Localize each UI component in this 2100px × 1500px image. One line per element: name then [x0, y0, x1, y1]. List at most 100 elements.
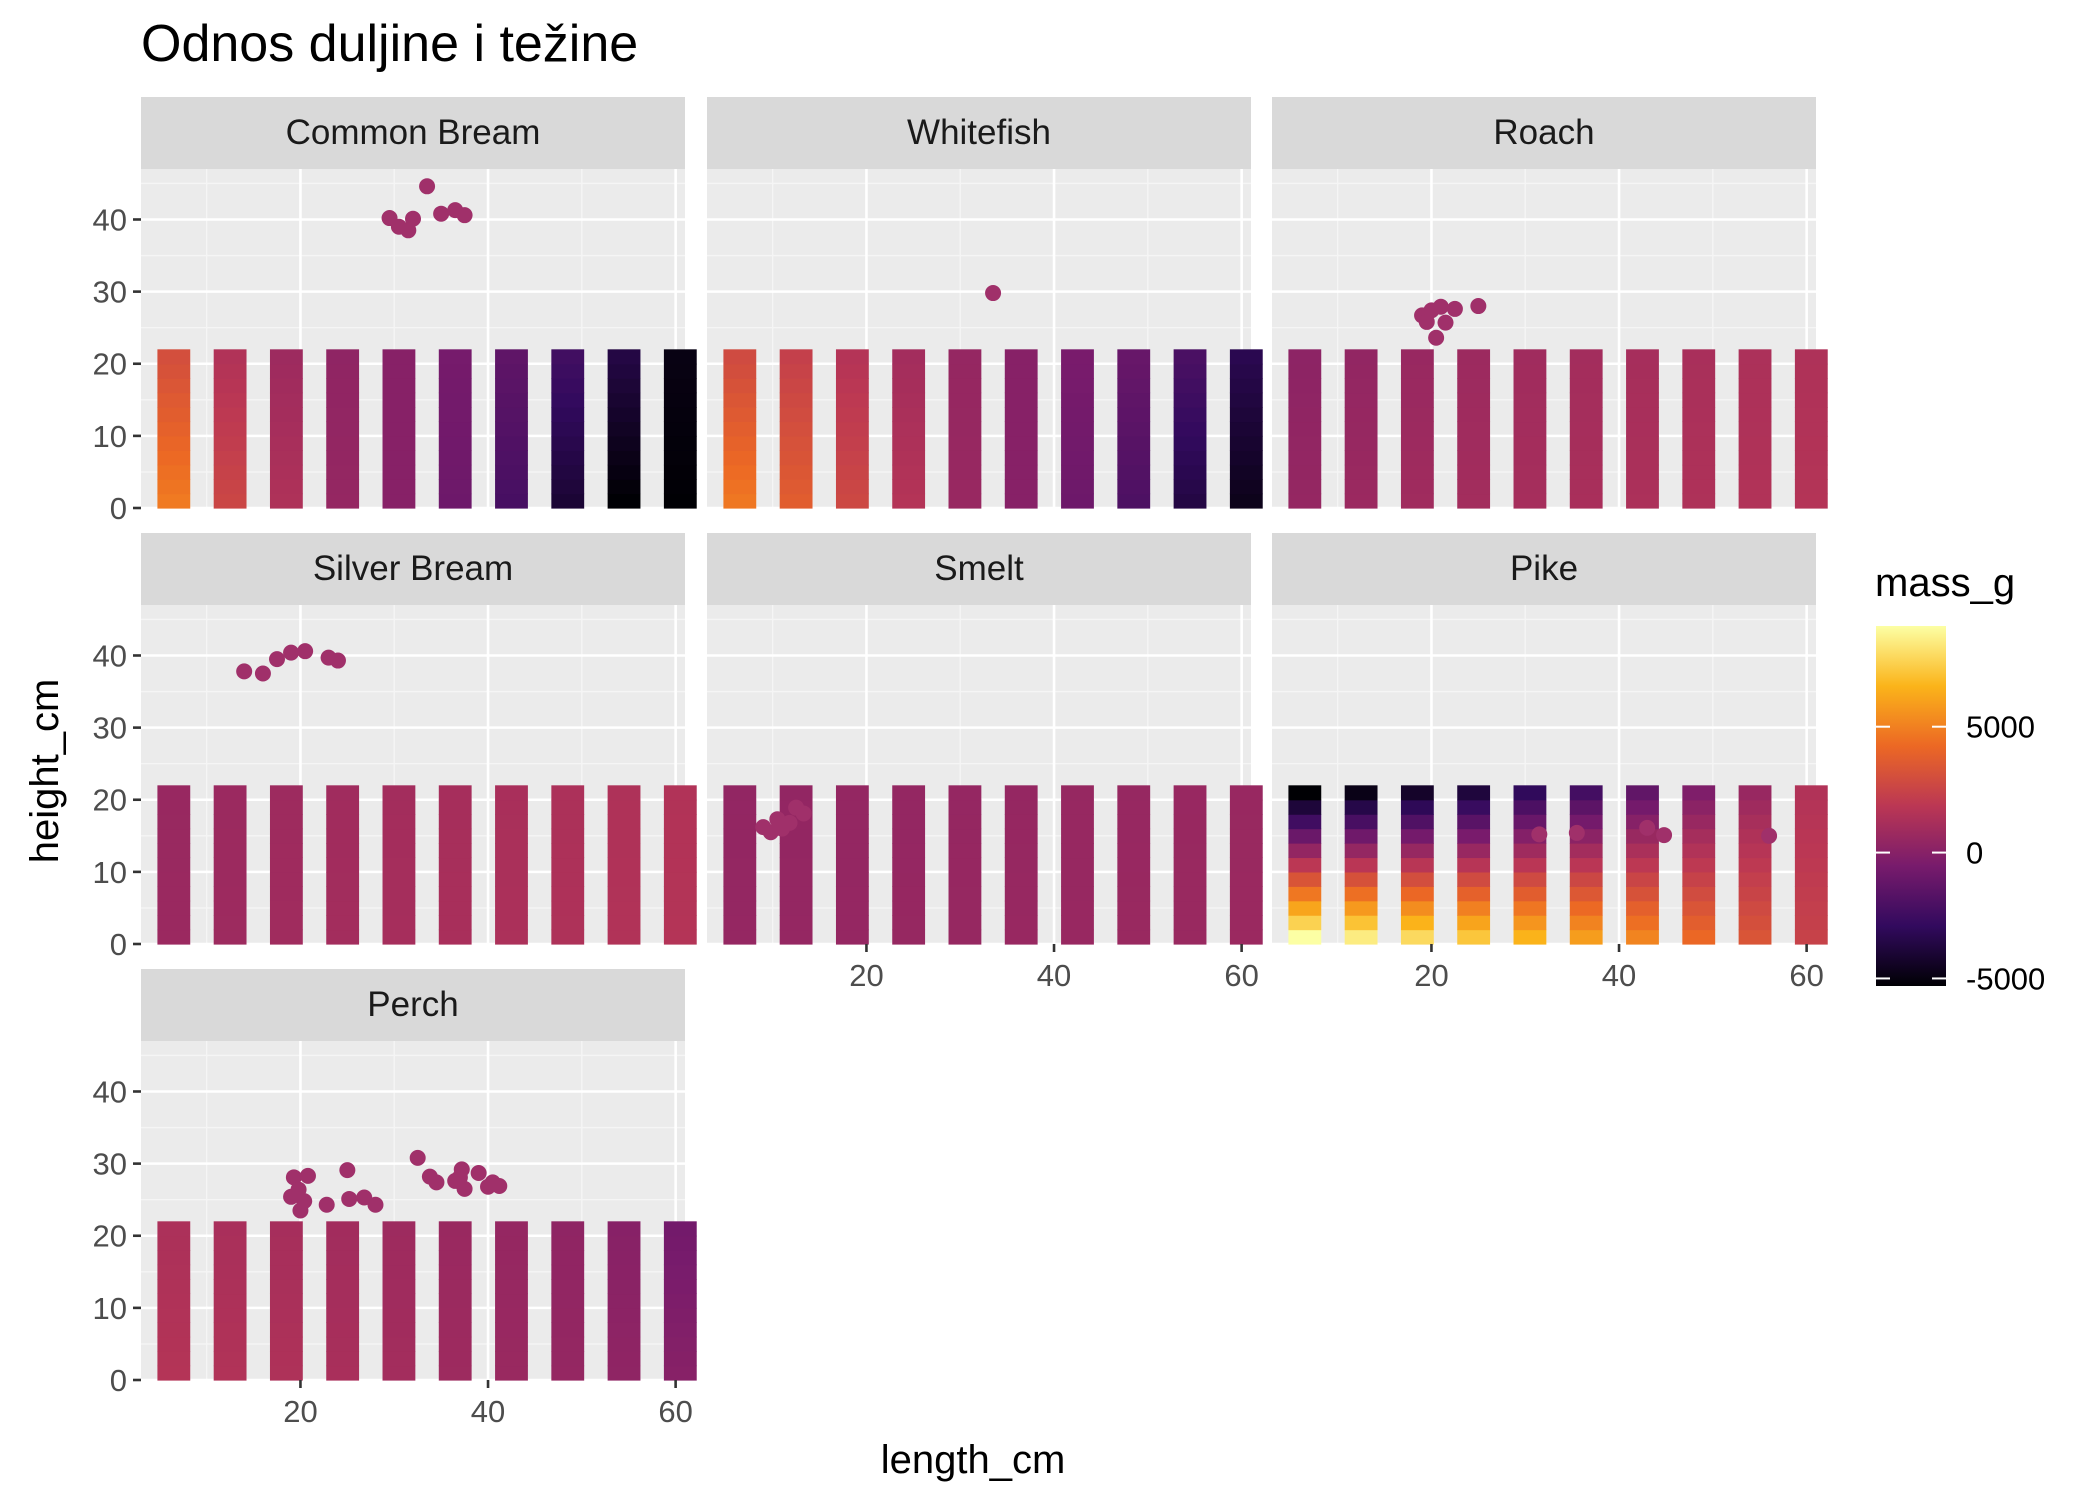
tile — [1569, 363, 1603, 379]
tile — [551, 1293, 585, 1309]
tile — [1344, 407, 1378, 423]
tile — [495, 464, 528, 480]
tile — [1569, 407, 1603, 423]
x-tick-label: 20 — [283, 1394, 317, 1429]
tile — [1457, 929, 1491, 945]
tile — [835, 378, 869, 394]
tile — [269, 1221, 303, 1237]
tile — [495, 479, 528, 495]
data-point — [367, 1196, 384, 1213]
tile — [723, 814, 757, 830]
tile — [213, 479, 247, 495]
tile — [1738, 871, 1772, 887]
tile — [835, 886, 869, 902]
tile — [1229, 407, 1263, 423]
tile — [1513, 785, 1547, 801]
tile — [382, 1307, 416, 1323]
tile — [1738, 886, 1772, 902]
tile — [1288, 799, 1322, 815]
tile — [438, 1250, 472, 1266]
tile — [835, 799, 869, 815]
tile — [1626, 871, 1659, 887]
tile — [326, 1336, 360, 1352]
tile — [1004, 929, 1038, 945]
tile — [1061, 392, 1094, 408]
tile — [326, 349, 360, 365]
y-axis-title: height_cm — [23, 679, 67, 864]
tile — [1344, 871, 1378, 887]
tile — [1061, 435, 1094, 451]
tile — [1513, 450, 1547, 466]
tile — [1117, 843, 1151, 859]
tile — [779, 886, 813, 902]
tile — [1344, 828, 1378, 844]
tile — [1288, 929, 1322, 945]
tile — [213, 1365, 247, 1381]
tile — [779, 843, 813, 859]
tile — [1288, 421, 1322, 437]
tile — [382, 450, 416, 466]
tile — [495, 785, 528, 801]
tile — [495, 378, 528, 394]
tile — [495, 392, 528, 408]
tile — [1117, 464, 1151, 480]
tile — [1061, 363, 1094, 379]
tile — [607, 900, 641, 916]
tile — [1004, 479, 1038, 495]
tile — [723, 407, 757, 423]
tile — [1569, 421, 1603, 437]
tile — [1794, 799, 1828, 815]
tile — [1794, 349, 1828, 365]
tile — [326, 799, 360, 815]
tile — [157, 1235, 191, 1251]
tile — [663, 493, 697, 509]
data-point — [456, 207, 473, 224]
tile — [663, 929, 697, 945]
tile — [551, 1250, 585, 1266]
tile — [157, 407, 191, 423]
tile — [663, 1221, 697, 1237]
facet-strip — [1272, 97, 1816, 169]
tile — [1173, 407, 1207, 423]
tile — [607, 421, 641, 437]
tile — [607, 1293, 641, 1309]
tile — [607, 799, 641, 815]
tile — [1513, 857, 1547, 873]
tile — [1400, 378, 1434, 394]
tile — [157, 421, 191, 437]
data-point — [1446, 300, 1463, 317]
tile — [551, 479, 585, 495]
tile — [663, 828, 697, 844]
tile — [1344, 814, 1378, 830]
tile — [607, 1264, 641, 1280]
tile — [269, 929, 303, 945]
tile — [438, 450, 472, 466]
tile — [1457, 843, 1491, 859]
tile — [892, 814, 926, 830]
tile — [438, 479, 472, 495]
tile — [326, 857, 360, 873]
tile — [1344, 785, 1378, 801]
tile — [438, 857, 472, 873]
tile — [607, 1221, 641, 1237]
y-tick-label: 30 — [93, 275, 127, 310]
tile — [1004, 900, 1038, 916]
tile — [1117, 450, 1151, 466]
tile — [213, 435, 247, 451]
tile — [1344, 915, 1378, 931]
tile — [495, 450, 528, 466]
tile — [892, 349, 926, 365]
tile — [438, 915, 472, 931]
tile — [1288, 363, 1322, 379]
tile — [779, 915, 813, 931]
tile — [1117, 363, 1151, 379]
x-tick-label: 40 — [1037, 958, 1071, 993]
facet-strip — [141, 97, 685, 169]
tile — [213, 450, 247, 466]
tile — [723, 900, 757, 916]
tile — [269, 349, 303, 365]
y-tick-label: 10 — [93, 1291, 127, 1326]
tile — [1457, 915, 1491, 931]
tile — [1457, 479, 1491, 495]
tile — [1457, 886, 1491, 902]
